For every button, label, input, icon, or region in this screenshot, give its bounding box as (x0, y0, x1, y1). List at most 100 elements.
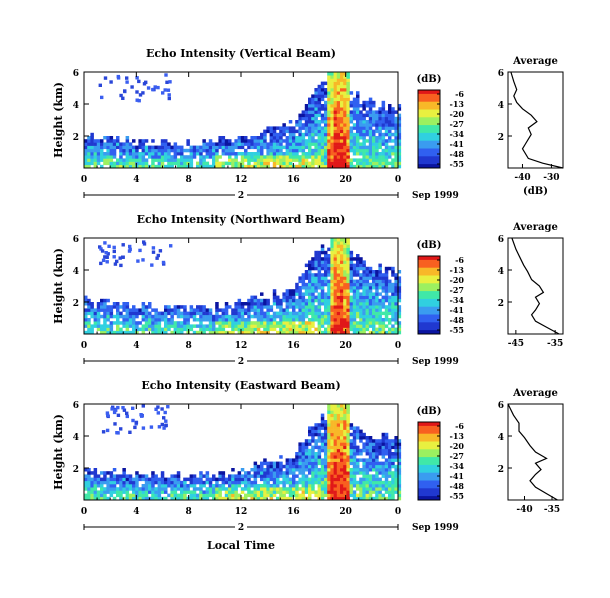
avg-y-tick-label: 6 (498, 401, 504, 411)
y-tick-label: 6 (73, 235, 79, 245)
colorbar-frame (417, 255, 441, 335)
y-tick-label: 4 (73, 267, 79, 277)
colorbar-segment (418, 263, 440, 267)
colorbar-segment (418, 129, 440, 132)
x-tick-label: 20 (339, 341, 352, 351)
average-title: Average (512, 222, 558, 233)
colorbar-segment (418, 300, 440, 304)
colorbar-segment (418, 144, 440, 147)
colorbar-segment (418, 166, 440, 169)
x-tick-label: 20 (339, 507, 352, 517)
colorbar-segment (418, 304, 440, 308)
y-tick-label: 6 (73, 401, 79, 411)
colorbar-tick-label: -48 (450, 481, 465, 491)
colorbar-segment (418, 464, 440, 468)
x-tick-label: 16 (287, 507, 300, 517)
colorbar-segment (418, 90, 440, 93)
heatmap-cells (84, 72, 402, 169)
colorbar-segment (418, 482, 440, 485)
colorbar-segment (418, 480, 440, 483)
colorbar-segment (418, 488, 440, 491)
colorbar-segment (418, 281, 440, 284)
colorbar-tick-label: -55 (450, 325, 464, 335)
colorbar-segment (418, 486, 440, 489)
colorbar-segment (418, 158, 440, 161)
colorbar-segment (418, 109, 440, 112)
colorbar-segment (418, 462, 440, 466)
avg-y-tick-label: 4 (498, 433, 504, 443)
colorbar-tick-label: -55 (450, 491, 464, 501)
colorbar-segment (418, 437, 440, 440)
colorbar-segment (418, 142, 440, 145)
date-suffix-label: Sep 1999 (412, 357, 459, 367)
avg-x-tick-label: -30 (543, 173, 559, 183)
x-tick-label: 0 (395, 507, 401, 517)
colorbar-segment (418, 310, 440, 313)
colorbar-segment (418, 130, 440, 134)
colorbar-segment (418, 123, 440, 126)
colorbar-segment (418, 132, 440, 136)
colorbar-segment (418, 443, 440, 446)
panel-title: Echo Intensity (Vertical Beam) (146, 47, 336, 60)
colorbar-segment (418, 427, 440, 431)
date-label-bg (235, 521, 247, 531)
x-tick-label: 4 (133, 341, 139, 351)
x-tick-label: 12 (235, 341, 248, 351)
colorbar-segment (418, 459, 440, 462)
colorbar-segment (418, 103, 440, 106)
colorbar-tick-label: -34 (450, 129, 465, 139)
colorbar-segment (418, 138, 440, 142)
colorbar-segment (418, 320, 440, 323)
colorbar-segment (418, 451, 440, 454)
colorbar-segment (418, 496, 440, 499)
heatmap-cells (84, 404, 402, 501)
average-line (511, 237, 560, 335)
x-tick-label: 16 (287, 341, 300, 351)
colorbar-segment (418, 490, 440, 493)
x-tick-label: 12 (235, 507, 248, 517)
x-tick-label: 0 (81, 175, 87, 185)
colorbar-segment (418, 267, 440, 271)
colorbar-segment (418, 97, 440, 101)
colorbar-segment (418, 156, 440, 159)
colorbar-segment (418, 95, 440, 99)
colorbar-tick-label: -6 (455, 421, 464, 431)
colorbar-segment (418, 435, 440, 438)
colorbar (417, 255, 441, 335)
panel-vertical (83, 71, 564, 199)
avg-y-tick-label: 2 (498, 133, 504, 143)
colorbar-segment (418, 492, 440, 495)
average-line (507, 403, 558, 501)
colorbar-segment (418, 332, 440, 335)
colorbar-segment (418, 93, 440, 97)
colorbar-segment (418, 478, 440, 481)
colorbar-tick-label: -13 (450, 431, 465, 441)
colorbar-tick-label: -27 (450, 451, 464, 461)
colorbar-segment (418, 259, 440, 263)
colorbar-segment (418, 289, 440, 292)
date-day-label: 2 (238, 357, 244, 367)
avg-y-tick-label: 6 (498, 69, 504, 79)
colorbar-segment (418, 121, 440, 124)
colorbar-segment (418, 160, 440, 163)
colorbar-segment (418, 99, 440, 103)
colorbar-segment (418, 117, 440, 120)
colorbar-segment (418, 271, 440, 274)
colorbar-segment (418, 466, 440, 470)
colorbar-segment (418, 470, 440, 474)
colorbar-unit: (dB) (417, 406, 442, 417)
date-day-label: 2 (238, 523, 244, 533)
x-tick-label: 8 (186, 341, 192, 351)
colorbar-tick-label: -6 (455, 255, 464, 265)
y-tick-label: 4 (73, 101, 79, 111)
colorbar-segment (418, 105, 440, 108)
colorbar-segment (418, 457, 440, 460)
panel-title: Echo Intensity (Eastward Beam) (141, 379, 340, 392)
average-title: Average (512, 56, 558, 67)
avg-x-tick-label: -40 (516, 505, 532, 515)
colorbar-segment (418, 146, 440, 149)
x-tick-label: 16 (287, 175, 300, 185)
colorbar-segment (418, 447, 440, 450)
colorbar-segment (418, 273, 440, 276)
